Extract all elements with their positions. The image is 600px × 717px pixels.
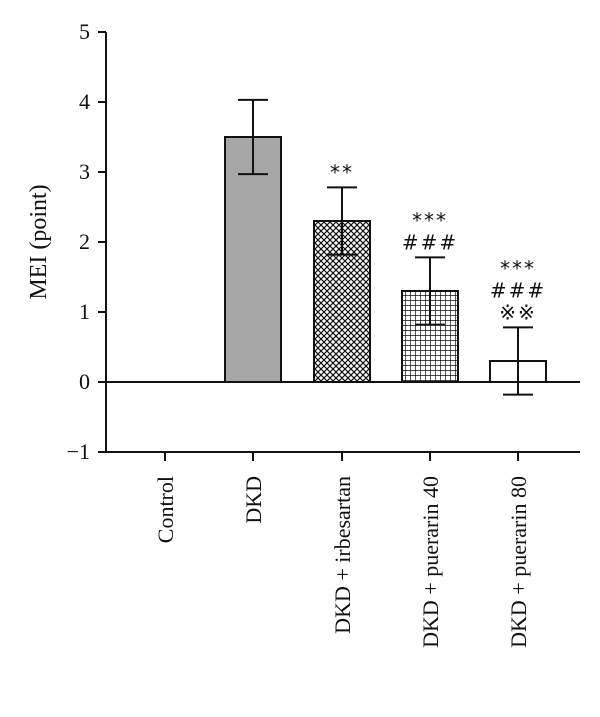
y-tick-label: 4 bbox=[79, 89, 90, 114]
y-tick-label: 3 bbox=[79, 159, 90, 184]
y-tick-label: 5 bbox=[79, 19, 90, 44]
y-tick-label: 0 bbox=[79, 369, 90, 394]
y-tick-label: 1 bbox=[79, 299, 90, 324]
significance-mark: ### bbox=[490, 278, 546, 302]
significance-mark: ** bbox=[330, 160, 354, 184]
x-category-label: DKD + puerarin 40 bbox=[418, 476, 443, 648]
y-tick-label: 2 bbox=[79, 229, 90, 254]
x-category-label: DKD + irbesartan bbox=[330, 476, 355, 634]
significance-mark: ### bbox=[402, 230, 458, 254]
y-axis-title: MEI (point) bbox=[26, 184, 52, 299]
y-tick-label: −1 bbox=[67, 439, 90, 464]
significance-mark: *** bbox=[500, 256, 536, 280]
bar bbox=[224, 136, 282, 383]
x-category-label: Control bbox=[153, 476, 178, 543]
x-category-label: DKD bbox=[241, 476, 266, 524]
significance-mark: *** bbox=[412, 208, 448, 232]
x-category-label: DKD + puerarin 80 bbox=[506, 476, 531, 648]
significance-mark: ※※ bbox=[499, 300, 537, 324]
